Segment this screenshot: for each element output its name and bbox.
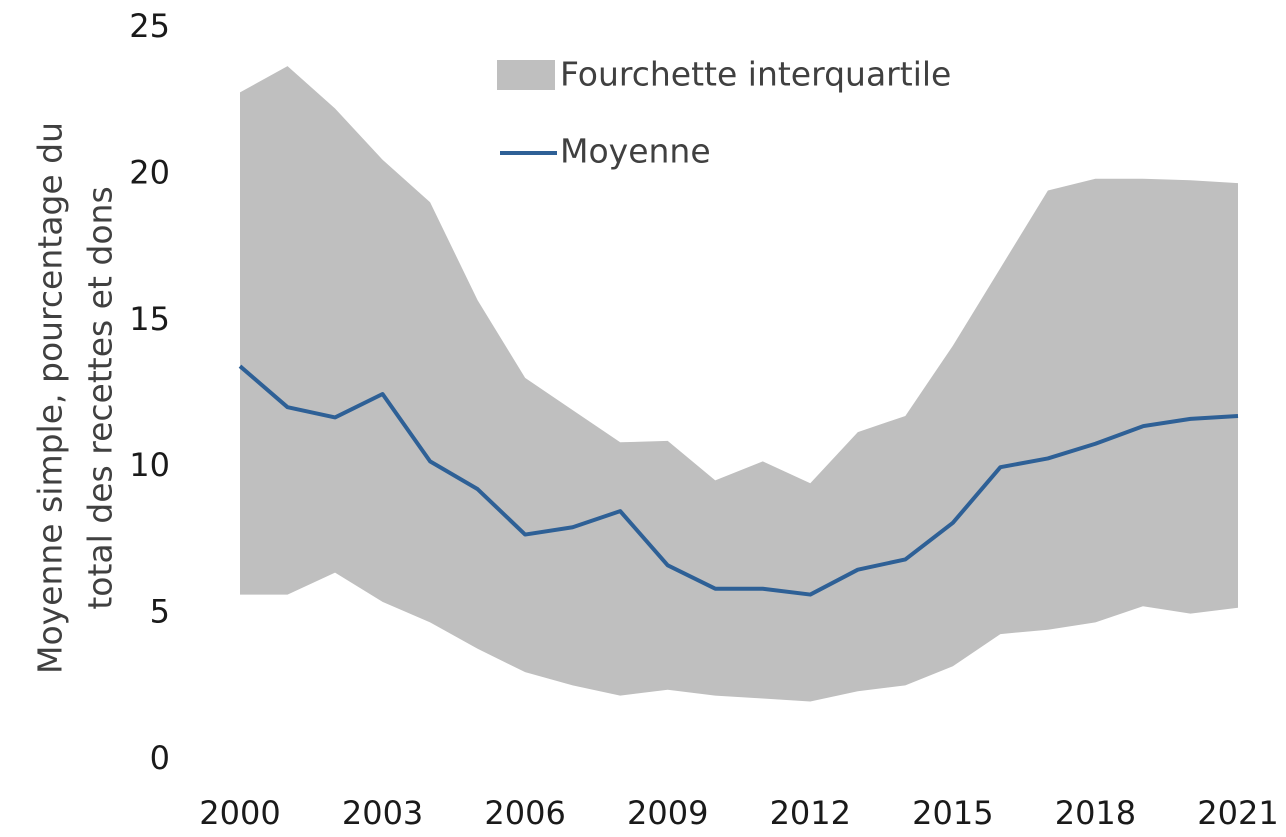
- y-tick-label: 25: [129, 7, 170, 45]
- line: [238, 364, 1239, 597]
- y-axis-label: total des recettes et dons: [81, 186, 120, 609]
- y-tick-label: 20: [129, 153, 170, 191]
- legend-swatch: [497, 60, 555, 90]
- y-tick-label: 10: [129, 446, 170, 484]
- legend-label: Moyenne: [560, 132, 711, 171]
- legend-label: Fourchette interquartile: [560, 55, 951, 94]
- x-tick-label: 2009: [627, 794, 708, 832]
- y-axis-label: Moyenne simple, pourcentage du: [31, 122, 70, 674]
- x-tick-label: 2003: [342, 794, 423, 832]
- band-area: [240, 66, 1238, 702]
- x-tick-label: 2021: [1197, 794, 1278, 832]
- x-tick-label: 2006: [484, 794, 565, 832]
- x-tick-label: 2012: [770, 794, 851, 832]
- x-tick-label: 2018: [1055, 794, 1136, 832]
- x-tick-label: 2015: [912, 794, 993, 832]
- y-tick-label: 5: [150, 593, 170, 631]
- x-tick-label: 2000: [199, 794, 280, 832]
- y-tick-label: 15: [129, 300, 170, 338]
- y-tick-label: 0: [150, 739, 170, 777]
